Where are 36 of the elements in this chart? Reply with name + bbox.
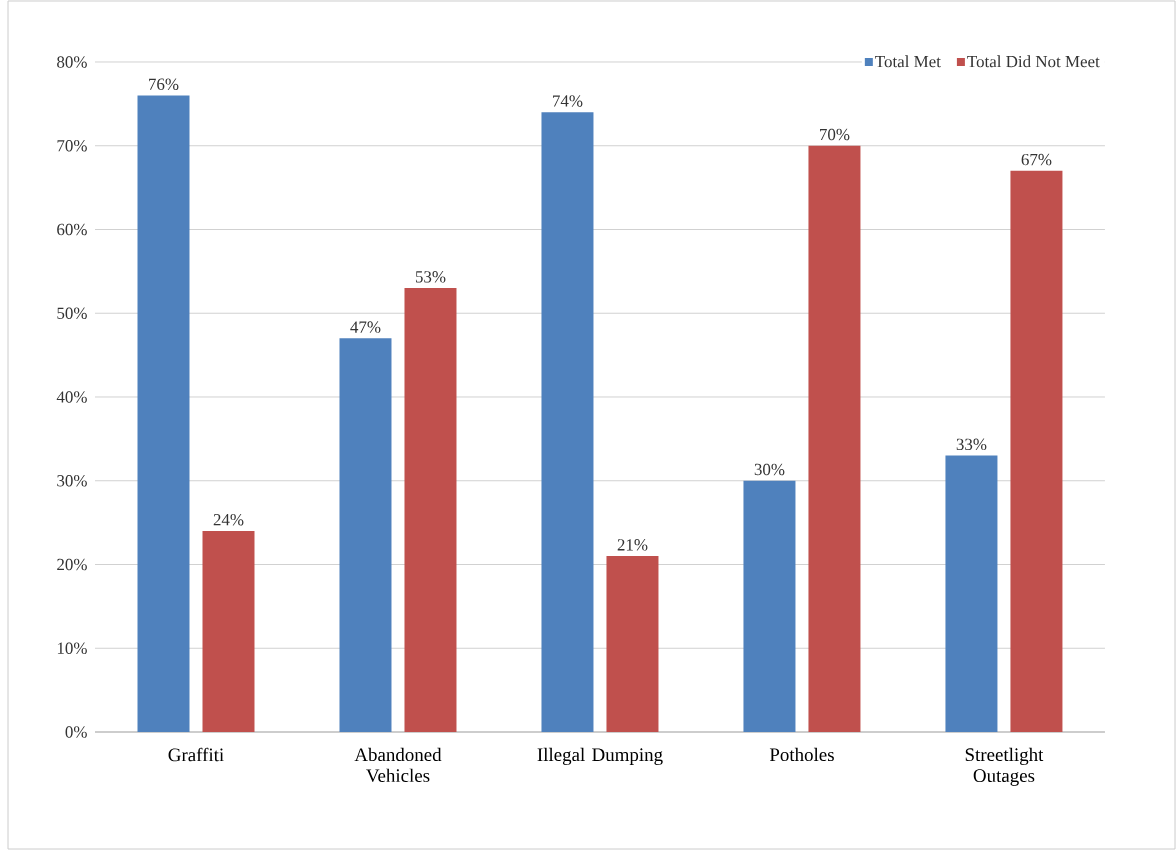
y-tick-label: 60% bbox=[57, 223, 87, 236]
y-tick-label: 30% bbox=[57, 475, 87, 487]
bar bbox=[743, 480, 796, 732]
bar bbox=[404, 288, 457, 732]
x-tick-label: Streetlight Outages bbox=[965, 747, 1044, 786]
y-tick-label: 70% bbox=[57, 140, 87, 152]
y-tick-label: 80% bbox=[57, 56, 87, 68]
y-tick-label: 40% bbox=[56, 391, 87, 403]
data-label: 33% bbox=[956, 438, 987, 451]
bar bbox=[808, 145, 861, 732]
y-tick-label: 10% bbox=[57, 642, 87, 654]
bar bbox=[1010, 170, 1063, 732]
bar bbox=[202, 531, 255, 732]
x-tick-label: Illegal Dumping bbox=[537, 747, 663, 765]
y-tick-label: 20% bbox=[57, 558, 87, 571]
x-tick-label: Potholes bbox=[769, 747, 834, 762]
x-tick-label: Graffiti bbox=[168, 747, 224, 762]
bar bbox=[541, 112, 594, 732]
data-label: 21% bbox=[617, 539, 648, 551]
legend-label: Total Met bbox=[875, 55, 941, 68]
data-label: 74% bbox=[553, 95, 583, 107]
y-tick-label: 50% bbox=[57, 307, 87, 319]
data-label: 24% bbox=[213, 513, 244, 526]
bar bbox=[945, 455, 998, 732]
data-label: 67% bbox=[1021, 153, 1052, 166]
data-label: 76% bbox=[149, 78, 179, 90]
bar bbox=[339, 338, 392, 732]
data-label: 30% bbox=[754, 463, 785, 476]
legend-label: Total Did Not Meet bbox=[967, 55, 1100, 68]
data-label: 47% bbox=[350, 321, 381, 333]
data-label: 70% bbox=[820, 128, 850, 141]
bar bbox=[606, 556, 659, 732]
x-tick-label: Abandoned Vehicles bbox=[354, 747, 442, 783]
y-tick-label: 0% bbox=[65, 726, 87, 738]
bar bbox=[137, 95, 190, 732]
data-label: 53% bbox=[415, 271, 446, 283]
